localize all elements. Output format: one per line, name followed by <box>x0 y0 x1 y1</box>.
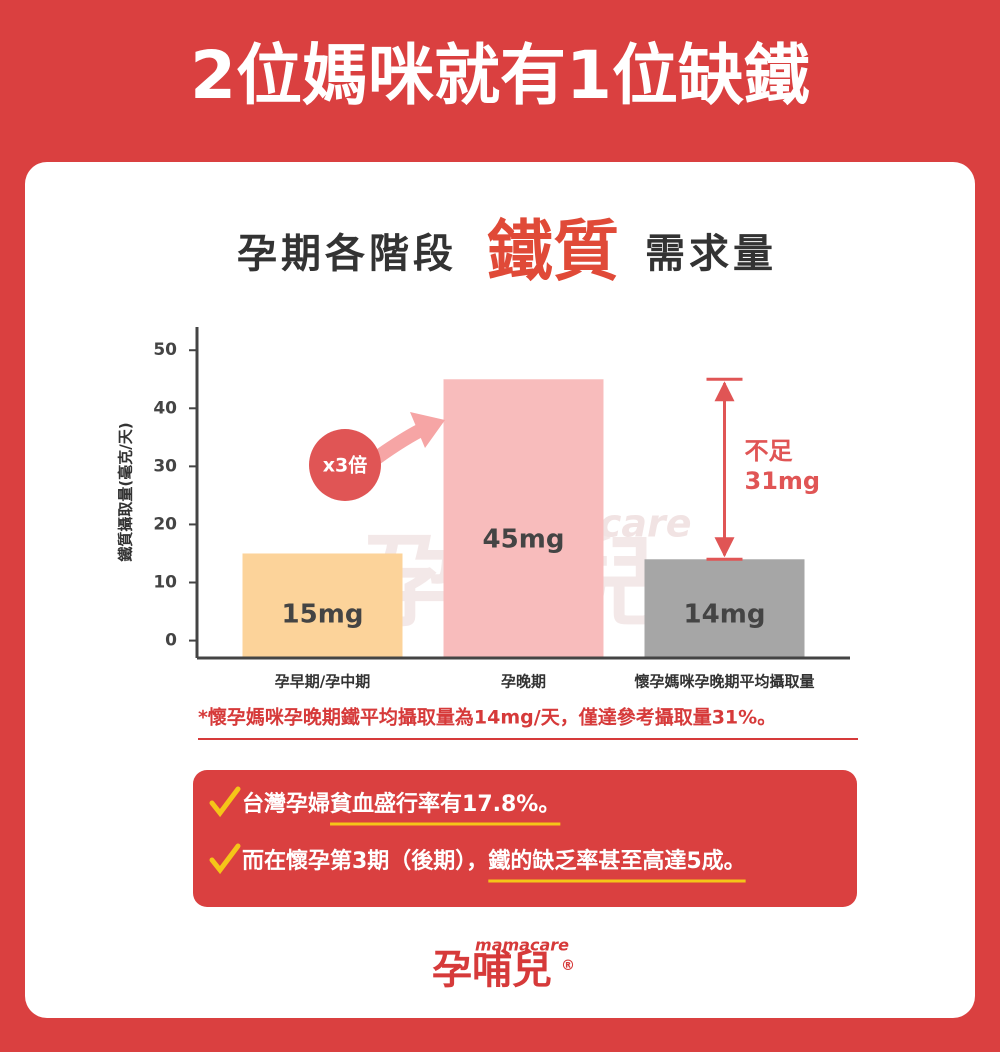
check-icon <box>209 843 241 875</box>
y-tick-label: 10 <box>153 573 177 593</box>
value-label: 45mg <box>483 525 565 555</box>
bar <box>242 553 403 658</box>
facts-box <box>193 770 857 907</box>
check-icon <box>209 786 241 818</box>
gap-arrowhead <box>714 537 735 558</box>
value-label: 15mg <box>282 600 364 630</box>
y-tick-label: 40 <box>153 398 177 418</box>
fact-text: 台灣孕婦 <box>242 791 330 817</box>
growth-arrowhead <box>410 412 445 448</box>
bar <box>443 379 604 658</box>
x-tick-label: 懷孕媽咪孕晚期平均攝取量 <box>633 673 814 691</box>
fact-text: 而在懷孕第3期（後期）， <box>242 848 488 874</box>
gap-label: 不足 <box>745 437 793 465</box>
value-label: 14mg <box>684 600 766 630</box>
bar <box>644 559 805 658</box>
gap-label: 31mg <box>745 467 821 495</box>
fact-highlight: 貧血盛行率有17.8%。 <box>330 791 560 817</box>
x-tick-label: 孕晚期 <box>501 673 546 691</box>
multiplier-badge <box>309 429 381 501</box>
gap-arrowhead <box>714 381 735 402</box>
logo-mark: ® <box>561 958 575 974</box>
y-tick-label: 20 <box>153 514 177 534</box>
multiplier-label: x3倍 <box>323 454 367 477</box>
chart-title: 孕期各階段 <box>237 231 457 277</box>
y-tick-label: 50 <box>153 340 177 360</box>
y-tick-label: 0 <box>165 631 177 651</box>
logo-tagline: mamacare <box>475 936 569 955</box>
y-tick-label: 30 <box>153 456 177 476</box>
chart-title: 需求量 <box>645 231 777 277</box>
fact-highlight: 鐵的缺乏率甚至高達5成。 <box>488 848 745 874</box>
y-axis-label: 鐵質攝取量(毫克/天) <box>117 422 135 561</box>
logo-name: 孕哺兒 <box>432 946 552 993</box>
x-tick-label: 孕早期/孕中期 <box>275 673 370 691</box>
footnote: *懷孕媽咪孕晚期鐵平均攝取量為14mg/天，僅達參考攝取量31%。 <box>198 706 776 729</box>
chart-title-highlight: 鐵質 <box>487 213 619 290</box>
page-title: 2位媽咪就有1位缺鐵 <box>190 37 810 114</box>
